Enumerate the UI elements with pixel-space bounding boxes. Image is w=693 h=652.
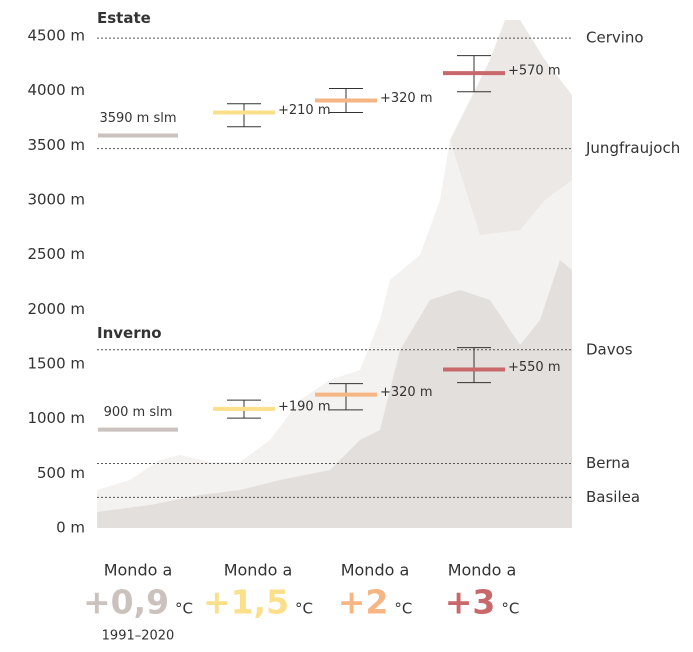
scenario-unit: °C [501, 600, 519, 618]
change-label: +320 m [380, 91, 433, 106]
scenario-prefix: Mondo a [104, 561, 173, 580]
y-tick-label: 500 m [37, 464, 85, 482]
scenario-unit: °C [175, 600, 193, 618]
y-tick-label: 4000 m [27, 81, 85, 99]
reference-label: Jungfraujoch [585, 139, 680, 157]
scenario-unit: °C [394, 600, 412, 618]
scenario-note: 1991–2020 [102, 629, 175, 644]
scenario-prefix: Mondo a [224, 561, 293, 580]
group-title: Estate [97, 9, 151, 27]
change-label: +210 m [278, 103, 331, 118]
y-tick-label: 3500 m [27, 136, 85, 154]
change-label: +550 m [508, 360, 561, 375]
baseline-label: 3590 m slm [99, 111, 176, 126]
scenario-value: +0,9 [83, 583, 169, 622]
change-label: +190 m [278, 399, 331, 414]
reference-label: Berna [586, 454, 630, 472]
y-tick-label: 2000 m [27, 300, 85, 318]
y-tick-label: 1000 m [27, 409, 85, 427]
scenario-prefix: Mondo a [448, 561, 517, 580]
scenario-prefix: Mondo a [341, 561, 410, 580]
scenario-value: +3 [445, 583, 496, 622]
baseline-label: 900 m slm [104, 405, 173, 420]
scenario-value: +1,5 [203, 583, 289, 622]
mountain-background [97, 20, 572, 528]
group-title: Inverno [97, 324, 162, 342]
reference-label: Cervino [586, 29, 644, 47]
scenario-unit: °C [295, 600, 313, 618]
y-tick-label: 3000 m [27, 191, 85, 209]
change-label: +570 m [508, 64, 561, 79]
y-tick-label: 2500 m [27, 245, 85, 263]
reference-label: Basilea [586, 488, 640, 506]
y-tick-label: 1500 m [27, 355, 85, 373]
scenario-value: +2 [338, 583, 389, 622]
y-tick-label: 4500 m [27, 27, 85, 45]
y-tick-label: 0 m [56, 519, 85, 537]
reference-label: Davos [586, 340, 633, 358]
change-label: +320 m [380, 385, 433, 400]
